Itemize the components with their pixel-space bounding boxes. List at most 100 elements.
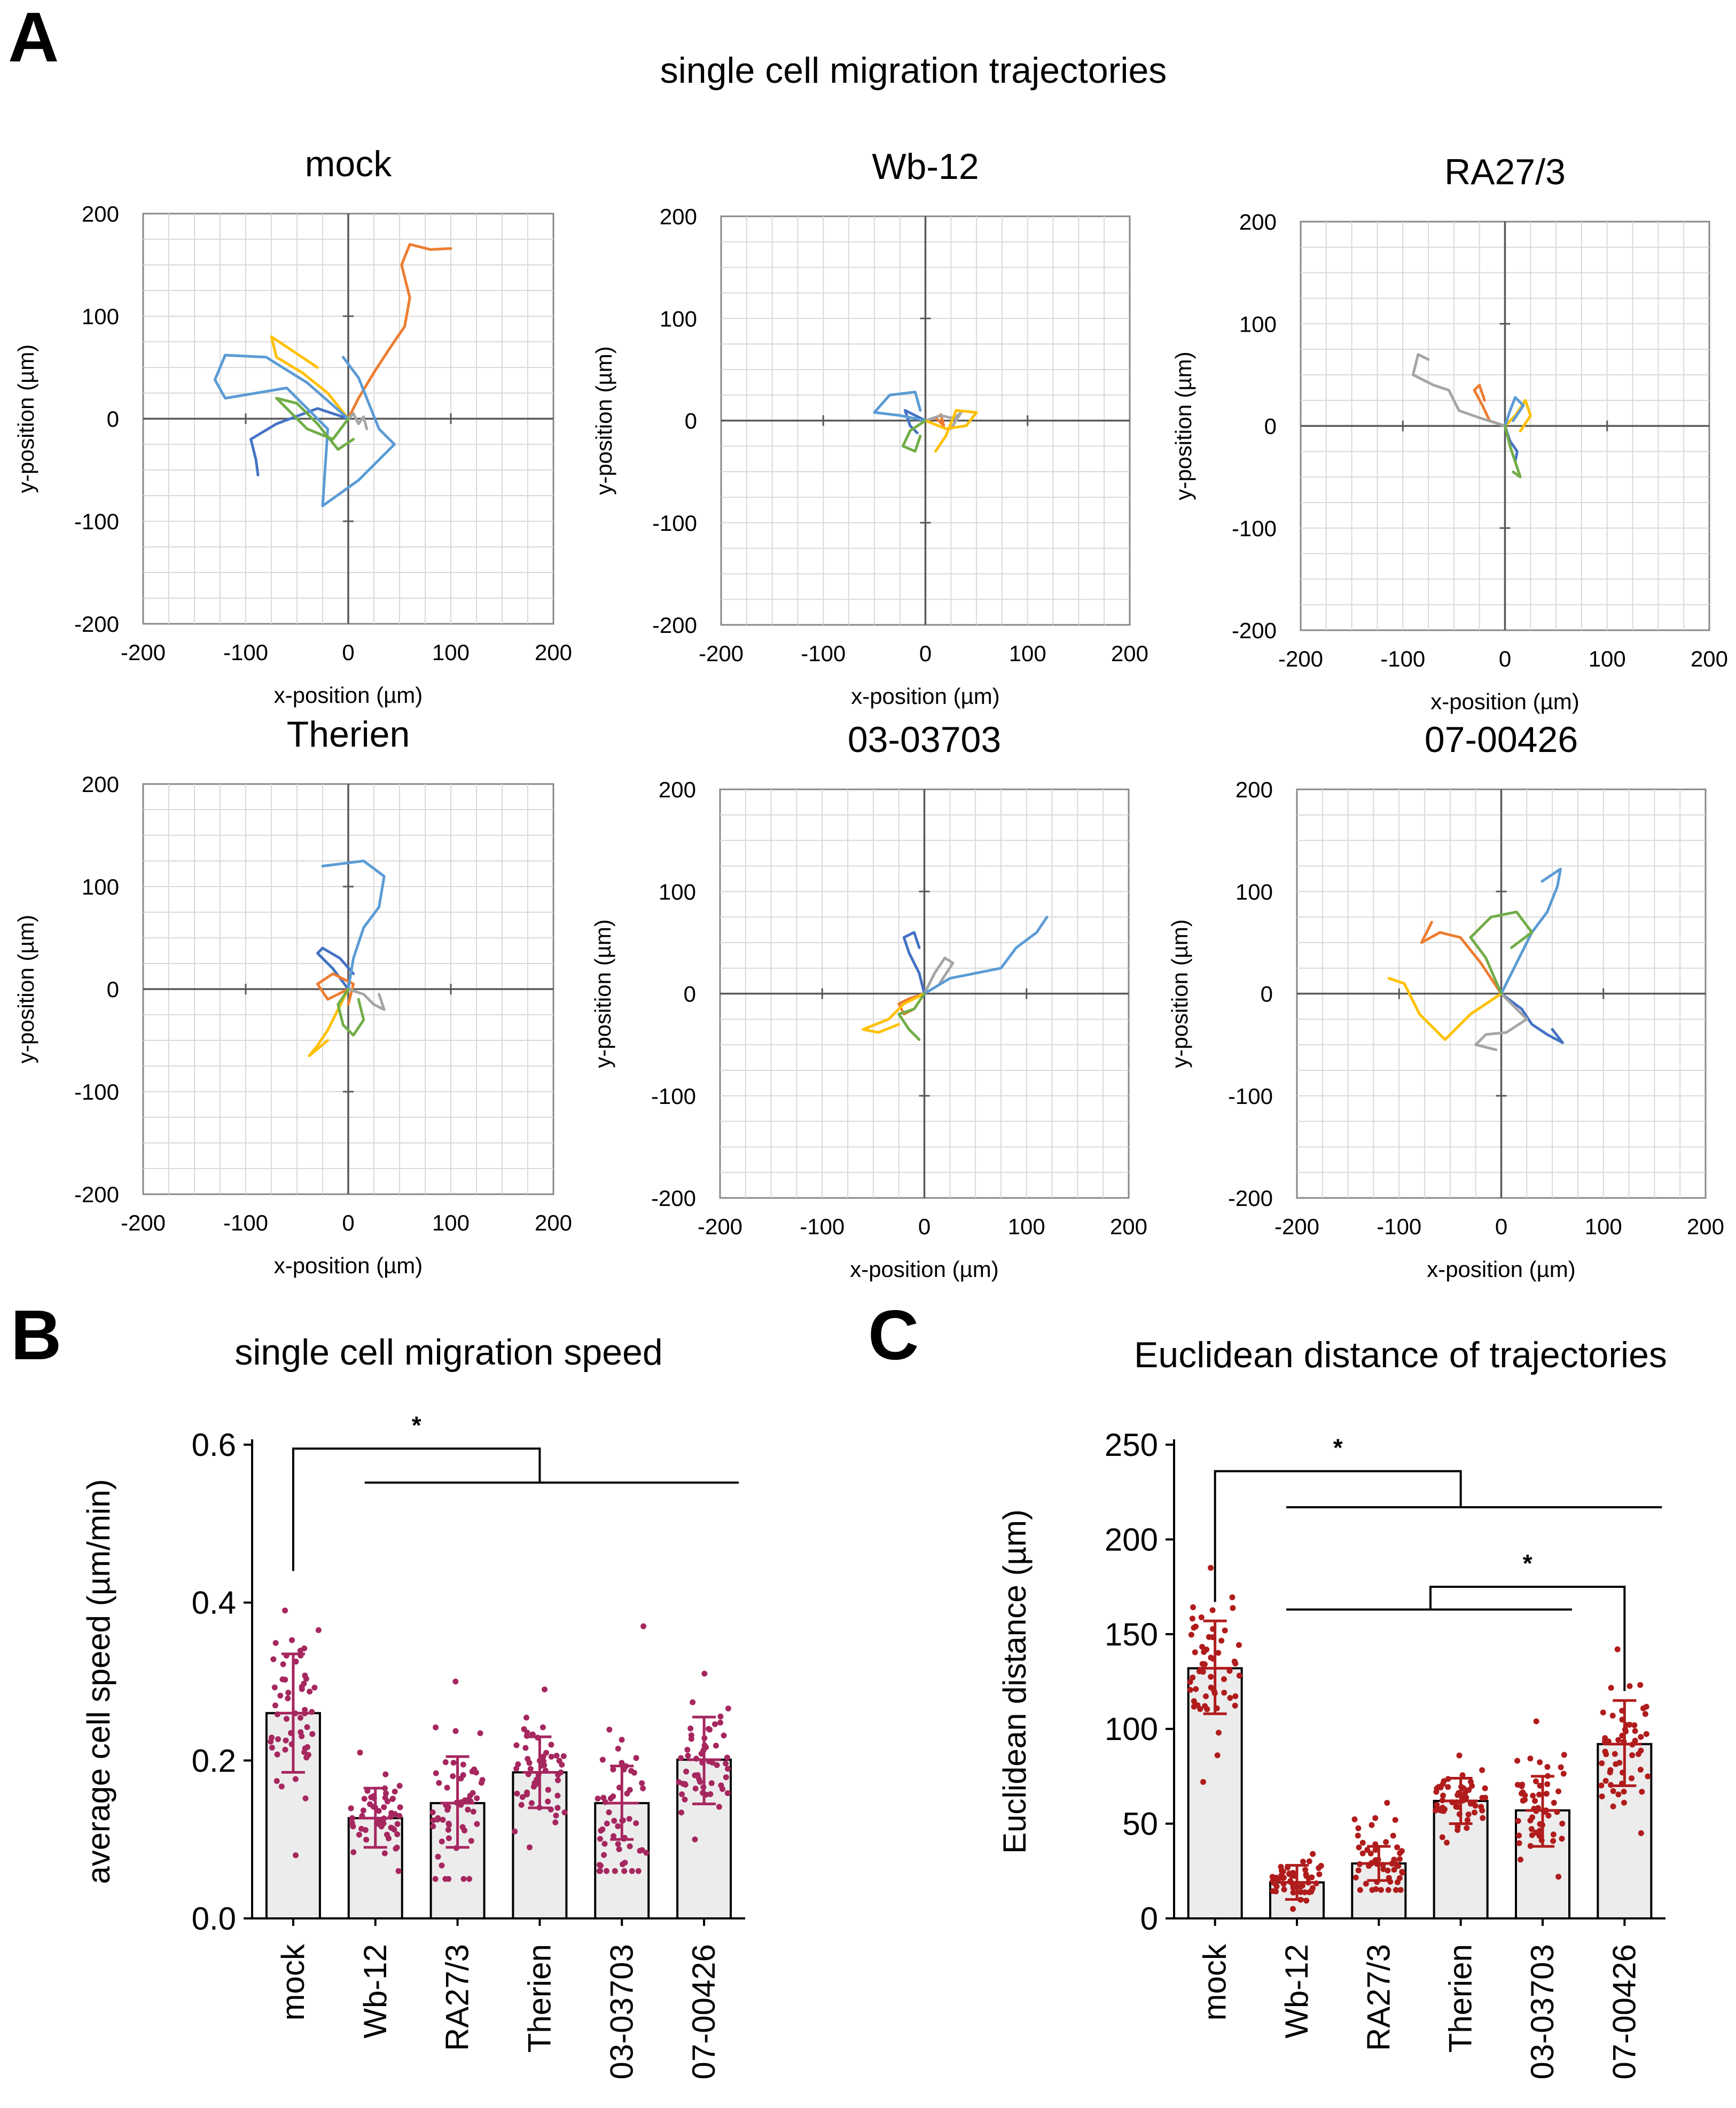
data-point — [558, 1769, 564, 1776]
significance-marker: * — [1523, 1549, 1532, 1577]
data-point — [446, 1822, 452, 1828]
data-point — [429, 1809, 436, 1815]
data-point — [1318, 1862, 1324, 1869]
distance-bar-chart: 0 50 100 150 200 250 Euclidean distance (µm) mo… — [997, 1427, 1665, 2080]
data-point — [518, 1801, 525, 1808]
data-point — [1532, 1798, 1538, 1804]
data-point — [309, 1731, 316, 1737]
data-point — [282, 1607, 288, 1613]
data-point — [1236, 1672, 1242, 1679]
data-point — [1522, 1792, 1528, 1799]
trajectory-track — [270, 335, 350, 420]
data-point — [1645, 1773, 1651, 1780]
data-point — [477, 1730, 483, 1736]
data-point — [548, 1753, 554, 1760]
y-axis-label: y-position (µm) — [591, 346, 616, 495]
trajectory-track — [321, 859, 386, 991]
data-point — [1445, 1784, 1451, 1790]
data-point — [1437, 1784, 1444, 1791]
data-point — [470, 1790, 476, 1796]
data-point — [1638, 1830, 1644, 1836]
data-point — [1471, 1809, 1477, 1816]
data-point — [392, 1811, 398, 1817]
data-point — [1608, 1782, 1614, 1788]
data-point — [272, 1702, 278, 1709]
trajectory-track — [316, 972, 355, 1006]
y-tick-label: 200 — [659, 777, 696, 802]
data-point — [1188, 1632, 1194, 1638]
data-point — [633, 1820, 639, 1827]
data-point — [1306, 1858, 1312, 1864]
data-point — [512, 1828, 518, 1835]
data-point — [1221, 1689, 1227, 1696]
data-point — [522, 1745, 529, 1751]
data-point — [356, 1831, 362, 1838]
x-tick-label: -200 — [699, 641, 744, 666]
data-point — [597, 1862, 604, 1869]
data-point — [1455, 1804, 1461, 1810]
data-point — [688, 1736, 694, 1742]
x-tick-label: 100 — [1008, 1214, 1045, 1239]
data-point — [1372, 1857, 1379, 1863]
data-point — [1529, 1832, 1535, 1838]
data-point — [452, 1728, 459, 1734]
data-point — [389, 1796, 396, 1803]
data-point — [1459, 1772, 1466, 1778]
data-point — [1380, 1866, 1387, 1872]
data-point — [541, 1758, 547, 1765]
data-point — [361, 1796, 367, 1802]
significance-bracket — [1429, 1586, 1626, 1691]
trajectory-track — [862, 992, 926, 1034]
x-tick-label: 100 — [432, 1210, 470, 1235]
category-label: 03-03703 — [1524, 1944, 1560, 2080]
data-point — [1356, 1844, 1362, 1851]
data-point — [599, 1826, 606, 1832]
x-tick-label: -200 — [121, 1210, 166, 1235]
x-axis-label: x-position (µm) — [274, 1253, 423, 1278]
y-tick-label: 0.2 — [192, 1743, 236, 1778]
y-tick-label: 0 — [1264, 414, 1277, 439]
data-point — [1269, 1874, 1276, 1880]
data-point — [445, 1827, 451, 1833]
trajectory-track — [1504, 425, 1522, 479]
data-point — [397, 1804, 403, 1811]
data-point — [293, 1852, 299, 1859]
data-point — [1444, 1839, 1450, 1846]
data-point — [302, 1795, 309, 1801]
data-point — [1536, 1791, 1542, 1798]
x-tick-label: 0 — [919, 641, 932, 666]
data-point — [1643, 1731, 1649, 1737]
data-point — [388, 1824, 394, 1831]
y-tick-label: 200 — [1235, 777, 1273, 802]
x-axis-label: x-position (µm) — [274, 683, 423, 708]
data-point — [1532, 1778, 1539, 1784]
data-point — [381, 1804, 387, 1811]
data-point — [597, 1836, 604, 1842]
data-point — [1390, 1832, 1396, 1839]
x-tick-label: 200 — [1111, 641, 1148, 666]
x-tick-label: 0 — [342, 640, 354, 665]
data-point — [1550, 1831, 1557, 1838]
x-tick-label: 100 — [1585, 1214, 1622, 1239]
data-point — [1482, 1785, 1488, 1791]
data-point — [348, 1805, 354, 1812]
data-point — [444, 1784, 450, 1791]
data-point — [304, 1724, 310, 1730]
plot-title: Wb-12 — [872, 146, 979, 187]
data-point — [678, 1809, 685, 1816]
data-point — [713, 1743, 719, 1749]
y-tick-label: -100 — [651, 1084, 696, 1109]
data-point — [1355, 1832, 1361, 1839]
y-tick-label: 100 — [660, 306, 697, 331]
data-point — [526, 1760, 533, 1766]
data-point — [692, 1836, 698, 1843]
y-tick-label: -100 — [1228, 1084, 1273, 1109]
significance-bracket — [1214, 1470, 1462, 1602]
data-point — [1355, 1867, 1362, 1874]
y-tick-label: 150 — [1105, 1617, 1158, 1652]
data-point — [626, 1816, 632, 1822]
data-point — [1639, 1789, 1645, 1795]
data-point — [725, 1766, 731, 1772]
data-point — [635, 1868, 642, 1874]
data-point — [1367, 1851, 1374, 1857]
